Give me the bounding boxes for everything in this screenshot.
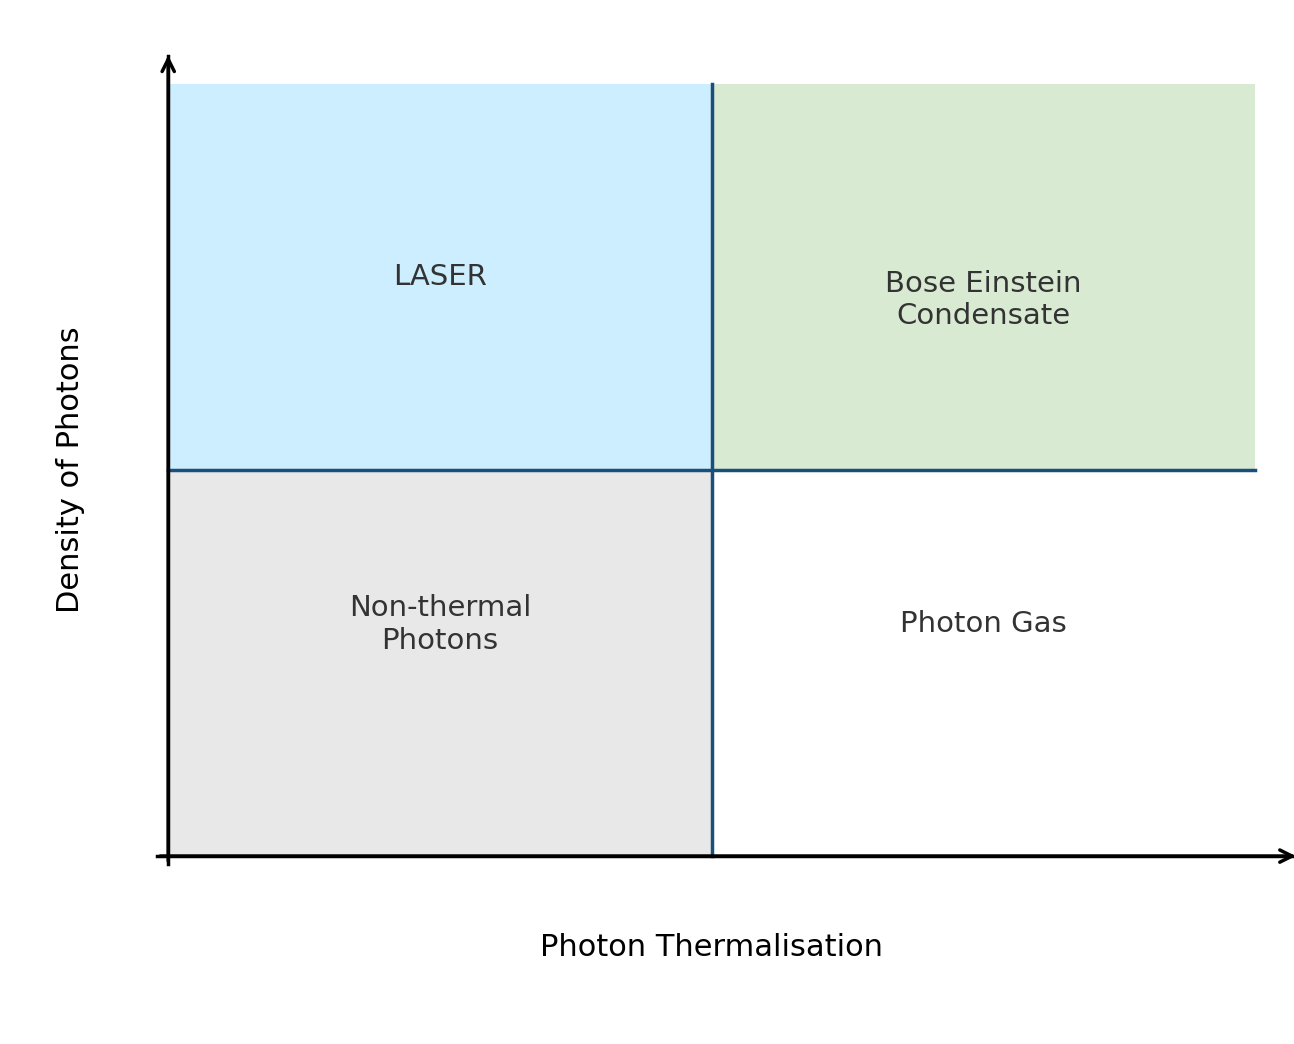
Text: Bose Einstein
Condensate: Bose Einstein Condensate: [885, 269, 1082, 330]
Text: Photon Thermalisation: Photon Thermalisation: [540, 933, 884, 963]
Bar: [712, 470, 1255, 856]
Text: Photon Gas: Photon Gas: [901, 611, 1066, 638]
Bar: [168, 470, 712, 856]
Text: Non-thermal
Photons: Non-thermal Photons: [349, 594, 531, 655]
Bar: [168, 84, 712, 470]
Text: Density of Photons: Density of Photons: [56, 327, 85, 613]
Bar: [712, 84, 1255, 470]
Text: LASER: LASER: [393, 263, 487, 290]
